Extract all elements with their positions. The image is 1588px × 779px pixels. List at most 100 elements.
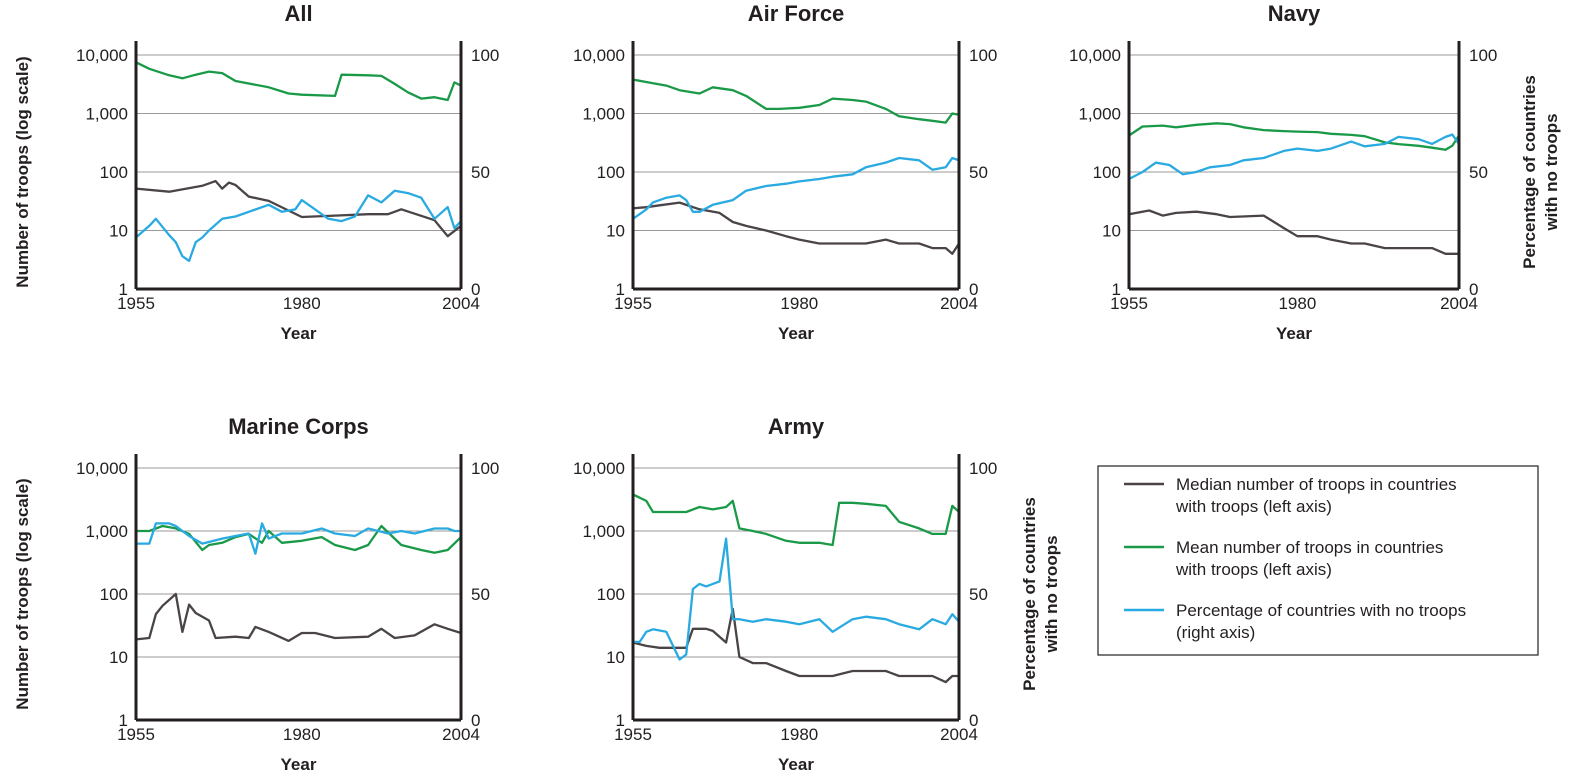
left-tick-label: 1,000 xyxy=(582,522,625,541)
left-tick-label: 1,000 xyxy=(1078,105,1121,124)
left-tick-label: 100 xyxy=(1093,163,1121,182)
x-tick-label: 1955 xyxy=(614,294,652,313)
series-line-mean xyxy=(135,61,462,102)
x-tick-label: 1955 xyxy=(1110,294,1148,313)
right-tick-label: 100 xyxy=(969,459,997,478)
left-tick-label: 10,000 xyxy=(573,459,625,478)
series-line-mean xyxy=(632,493,960,547)
panel-title: Navy xyxy=(1268,1,1321,26)
y-axis-label-right-line1: Percentage of countries xyxy=(1020,497,1039,691)
panel-army: 1 10 100 1,000 10,000 0 50 100 1955 1980 2004 Army Y… xyxy=(573,414,1061,774)
x-tick-label: 1980 xyxy=(1278,294,1316,313)
y-axis-label-right-line1: Percentage of countries xyxy=(1520,75,1539,269)
left-tick-label: 100 xyxy=(597,585,625,604)
left-tick-label: 1 xyxy=(119,711,128,730)
right-tick-label: 0 xyxy=(969,711,978,730)
legend-label-median-line2: with troops (left axis) xyxy=(1175,497,1332,516)
series-line-percentage xyxy=(135,189,462,263)
left-tick-label: 10 xyxy=(606,648,625,667)
y-axis-label-right: Percentage of countries with no troops xyxy=(1520,75,1561,269)
series-line-median xyxy=(135,592,462,643)
x-axis-label: Year xyxy=(778,324,814,343)
left-tick-label: 1,000 xyxy=(582,105,625,124)
x-tick-label: 1980 xyxy=(780,294,818,313)
left-tick-label: 1,000 xyxy=(85,105,128,124)
left-tick-label: 1 xyxy=(1112,280,1121,299)
panel-title: Air Force xyxy=(748,1,845,26)
left-tick-label: 1,000 xyxy=(85,522,128,541)
right-tick-label: 0 xyxy=(471,711,480,730)
panel-navy: 1 10 100 1,000 10,000 0 50 100 1955 1980 2004 Navy Y… xyxy=(1069,1,1561,343)
series-line-percentage xyxy=(136,522,461,555)
x-tick-label: 2004 xyxy=(940,725,978,744)
right-tick-label: 50 xyxy=(969,585,988,604)
x-tick-label: 2004 xyxy=(442,294,480,313)
x-tick-label: 2004 xyxy=(940,294,978,313)
legend-label-percentage-line2: (right axis) xyxy=(1176,623,1255,642)
left-tick-label: 10 xyxy=(109,222,128,241)
right-tick-label: 50 xyxy=(1469,163,1488,182)
x-tick-label: 1955 xyxy=(117,725,155,744)
x-tick-label: 1980 xyxy=(780,725,818,744)
series-line-percentage xyxy=(1128,133,1460,181)
left-tick-label: 10,000 xyxy=(573,46,625,65)
x-axis-label: Year xyxy=(281,324,317,343)
series-line-median xyxy=(1128,209,1459,255)
right-tick-label: 50 xyxy=(471,163,490,182)
left-tick-label: 10,000 xyxy=(76,459,128,478)
right-tick-label: 0 xyxy=(1469,280,1478,299)
x-tick-label: 1980 xyxy=(283,725,321,744)
y-axis-label-right-line2: with no troops xyxy=(1542,113,1561,231)
series-line-percentage xyxy=(633,537,960,661)
right-tick-label: 0 xyxy=(969,280,978,299)
right-tick-label: 100 xyxy=(969,46,997,65)
x-tick-label: 1980 xyxy=(283,294,321,313)
legend-box xyxy=(1097,465,1539,656)
left-tick-label: 1 xyxy=(616,711,625,730)
right-tick-label: 50 xyxy=(471,585,490,604)
right-tick-label: 0 xyxy=(471,280,480,299)
y-axis-label-left: Number of troops (log scale) xyxy=(13,56,32,287)
x-axis-label: Year xyxy=(1276,324,1312,343)
left-tick-label: 100 xyxy=(597,163,625,182)
x-tick-label: 1955 xyxy=(614,725,652,744)
left-tick-label: 10,000 xyxy=(76,46,128,65)
series-line-mean xyxy=(632,78,960,124)
x-axis-label: Year xyxy=(281,755,317,774)
x-tick-label: 2004 xyxy=(1440,294,1478,313)
series-line-mean xyxy=(136,524,462,554)
left-tick-label: 10 xyxy=(109,648,128,667)
x-tick-label: 1955 xyxy=(117,294,155,313)
x-tick-label: 2004 xyxy=(442,725,480,744)
series-line-mean xyxy=(1128,122,1460,151)
left-tick-label: 10 xyxy=(1102,222,1121,241)
right-tick-label: 100 xyxy=(1469,46,1497,65)
right-tick-label: 100 xyxy=(471,459,499,478)
panel-air-force: 1 10 100 1,000 10,000 0 50 100 1955 1980 2004 Air F… xyxy=(573,1,997,343)
right-tick-label: 50 xyxy=(969,163,988,182)
panel-all: 1 10 100 1,000 10,000 0 50 100 1955 1980 2004 All Ye… xyxy=(13,1,499,343)
panel-title: All xyxy=(284,1,312,26)
y-axis-label-right-line2: with no troops xyxy=(1042,535,1061,653)
x-axis-label: Year xyxy=(778,755,814,774)
series-line-median xyxy=(135,179,462,238)
panel-title: Marine Corps xyxy=(228,414,369,439)
left-tick-label: 1 xyxy=(616,280,625,299)
legend-label-percentage-line1: Percentage of countries with no troops xyxy=(1176,601,1466,620)
series-line-percentage xyxy=(632,156,960,220)
legend-label-median-line1: Median number of troops in countries xyxy=(1176,475,1457,494)
legend-label-mean-line1: Mean number of troops in countries xyxy=(1176,538,1443,557)
left-tick-label: 10,000 xyxy=(1069,46,1121,65)
y-axis-label-right: Percentage of countries with no troops xyxy=(1020,497,1061,691)
y-axis-label-left: Number of troops (log scale) xyxy=(13,478,32,709)
left-tick-label: 100 xyxy=(100,163,128,182)
panel-marine-corps: 1 10 100 1,000 10,000 0 50 100 1955 1980 2004 Marin… xyxy=(13,414,499,774)
left-tick-label: 1 xyxy=(119,280,128,299)
left-tick-label: 100 xyxy=(100,585,128,604)
series-line-median xyxy=(632,201,960,255)
panel-title: Army xyxy=(768,414,825,439)
legend-label-mean-line2: with troops (left axis) xyxy=(1175,560,1332,579)
legend: Median number of troops in countries wit… xyxy=(1097,465,1539,656)
left-tick-label: 10 xyxy=(606,222,625,241)
